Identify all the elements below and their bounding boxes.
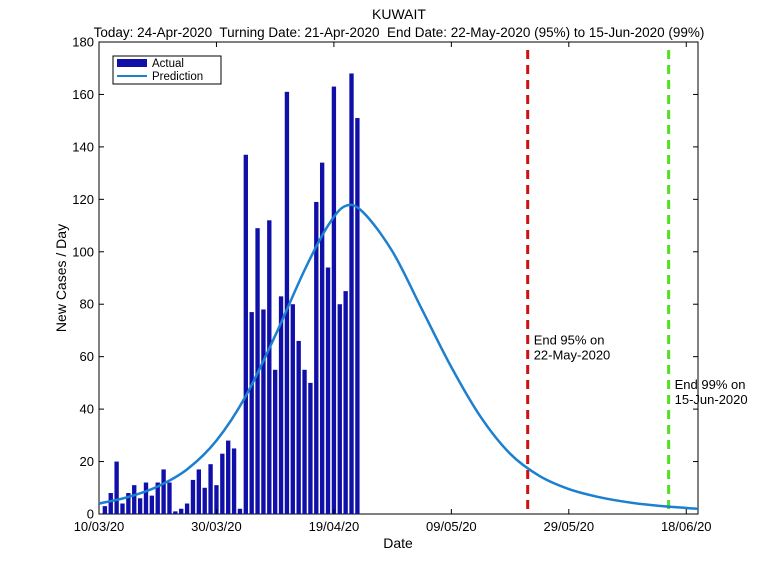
bar: [319, 162, 325, 514]
bar: [343, 291, 348, 514]
x-axis-ticks: 10/03/20 30/03/20 19/04/20 09/05/20 29/05/20…: [74, 42, 712, 534]
y-tick-label: 20: [80, 454, 94, 469]
chart-subtitle: Today: 24-Apr-2020 Turning Date: 21-Apr-…: [94, 25, 705, 40]
bar: [226, 440, 231, 514]
bar: [349, 73, 354, 514]
y-tick-label: 120: [72, 192, 94, 207]
bar: [302, 369, 307, 514]
bar: [179, 508, 184, 514]
bar: [126, 493, 131, 514]
x-tick-label: 30/03/20: [191, 519, 242, 534]
legend: Actual Prediction: [112, 55, 222, 85]
y-axis-label: New Cases / Day: [53, 224, 69, 332]
bar: [267, 220, 272, 515]
legend-prediction-label: Prediction: [152, 71, 203, 83]
plot-area: [98, 41, 699, 515]
x-axis-label: Date: [383, 535, 413, 551]
actual-bars: [102, 73, 360, 515]
bar: [278, 296, 284, 514]
bar: [208, 464, 213, 514]
bar: [284, 91, 290, 515]
y-axis-ticks: 0 20 40 60 80 100 120 140 160 180: [72, 35, 698, 522]
y-tick-label: 0: [87, 507, 94, 522]
legend-actual-label: Actual: [152, 58, 184, 70]
y-tick-label: 40: [80, 402, 94, 417]
bar: [337, 304, 342, 514]
bar: [237, 508, 243, 514]
annotation-end99-line1: End 99% on: [675, 377, 746, 392]
bar: [296, 340, 301, 514]
bar: [190, 479, 196, 514]
x-tick-label: 29/05/20: [543, 519, 594, 534]
y-tick-label: 80: [80, 297, 94, 312]
bar: [273, 369, 278, 514]
bar: [143, 482, 149, 514]
bar: [249, 312, 254, 514]
bar: [220, 453, 225, 514]
bar: [132, 485, 137, 514]
chart-title: KUWAIT: [372, 6, 426, 22]
bar: [149, 495, 155, 514]
bar: [214, 485, 219, 514]
annotations: End 95% on 22-May-2020 End 99% on 15-Jun…: [534, 332, 748, 407]
bar: [355, 118, 360, 515]
bar: [102, 506, 108, 514]
y-tick-label: 100: [72, 244, 94, 259]
y-tick-label: 60: [80, 349, 94, 364]
x-tick-label: 10/03/20: [74, 519, 125, 534]
bar: [261, 309, 266, 514]
bar: [314, 201, 319, 514]
x-tick-label: 09/05/20: [426, 519, 477, 534]
x-tick-label: 19/04/20: [309, 519, 360, 534]
annotation-end95-line1: End 95% on: [534, 332, 605, 347]
bar: [331, 86, 337, 515]
bar: [308, 382, 313, 514]
bar: [155, 482, 160, 514]
bar: [137, 498, 143, 514]
bar: [325, 267, 331, 514]
bar: [173, 511, 178, 514]
bar: [243, 154, 248, 514]
bar: [167, 482, 172, 514]
y-tick-label: 160: [72, 87, 94, 102]
bar: [108, 493, 113, 514]
prediction-line: [98, 203, 699, 511]
bar: [120, 503, 125, 514]
bar: [184, 503, 190, 514]
annotation-end99-line2: 15-Jun-2020: [675, 392, 748, 407]
bar: [196, 469, 202, 514]
bar: [202, 487, 207, 514]
end-date-lines: [526, 50, 671, 514]
y-tick-label: 140: [72, 139, 94, 154]
bar: [114, 461, 119, 514]
legend-actual-swatch: [117, 59, 147, 67]
y-tick-label: 180: [72, 35, 94, 50]
x-tick-label: 18/06/20: [661, 519, 712, 534]
bar: [290, 304, 295, 514]
annotation-end95-line2: 22-May-2020: [534, 347, 611, 362]
bar: [231, 448, 237, 514]
bar: [161, 469, 166, 514]
